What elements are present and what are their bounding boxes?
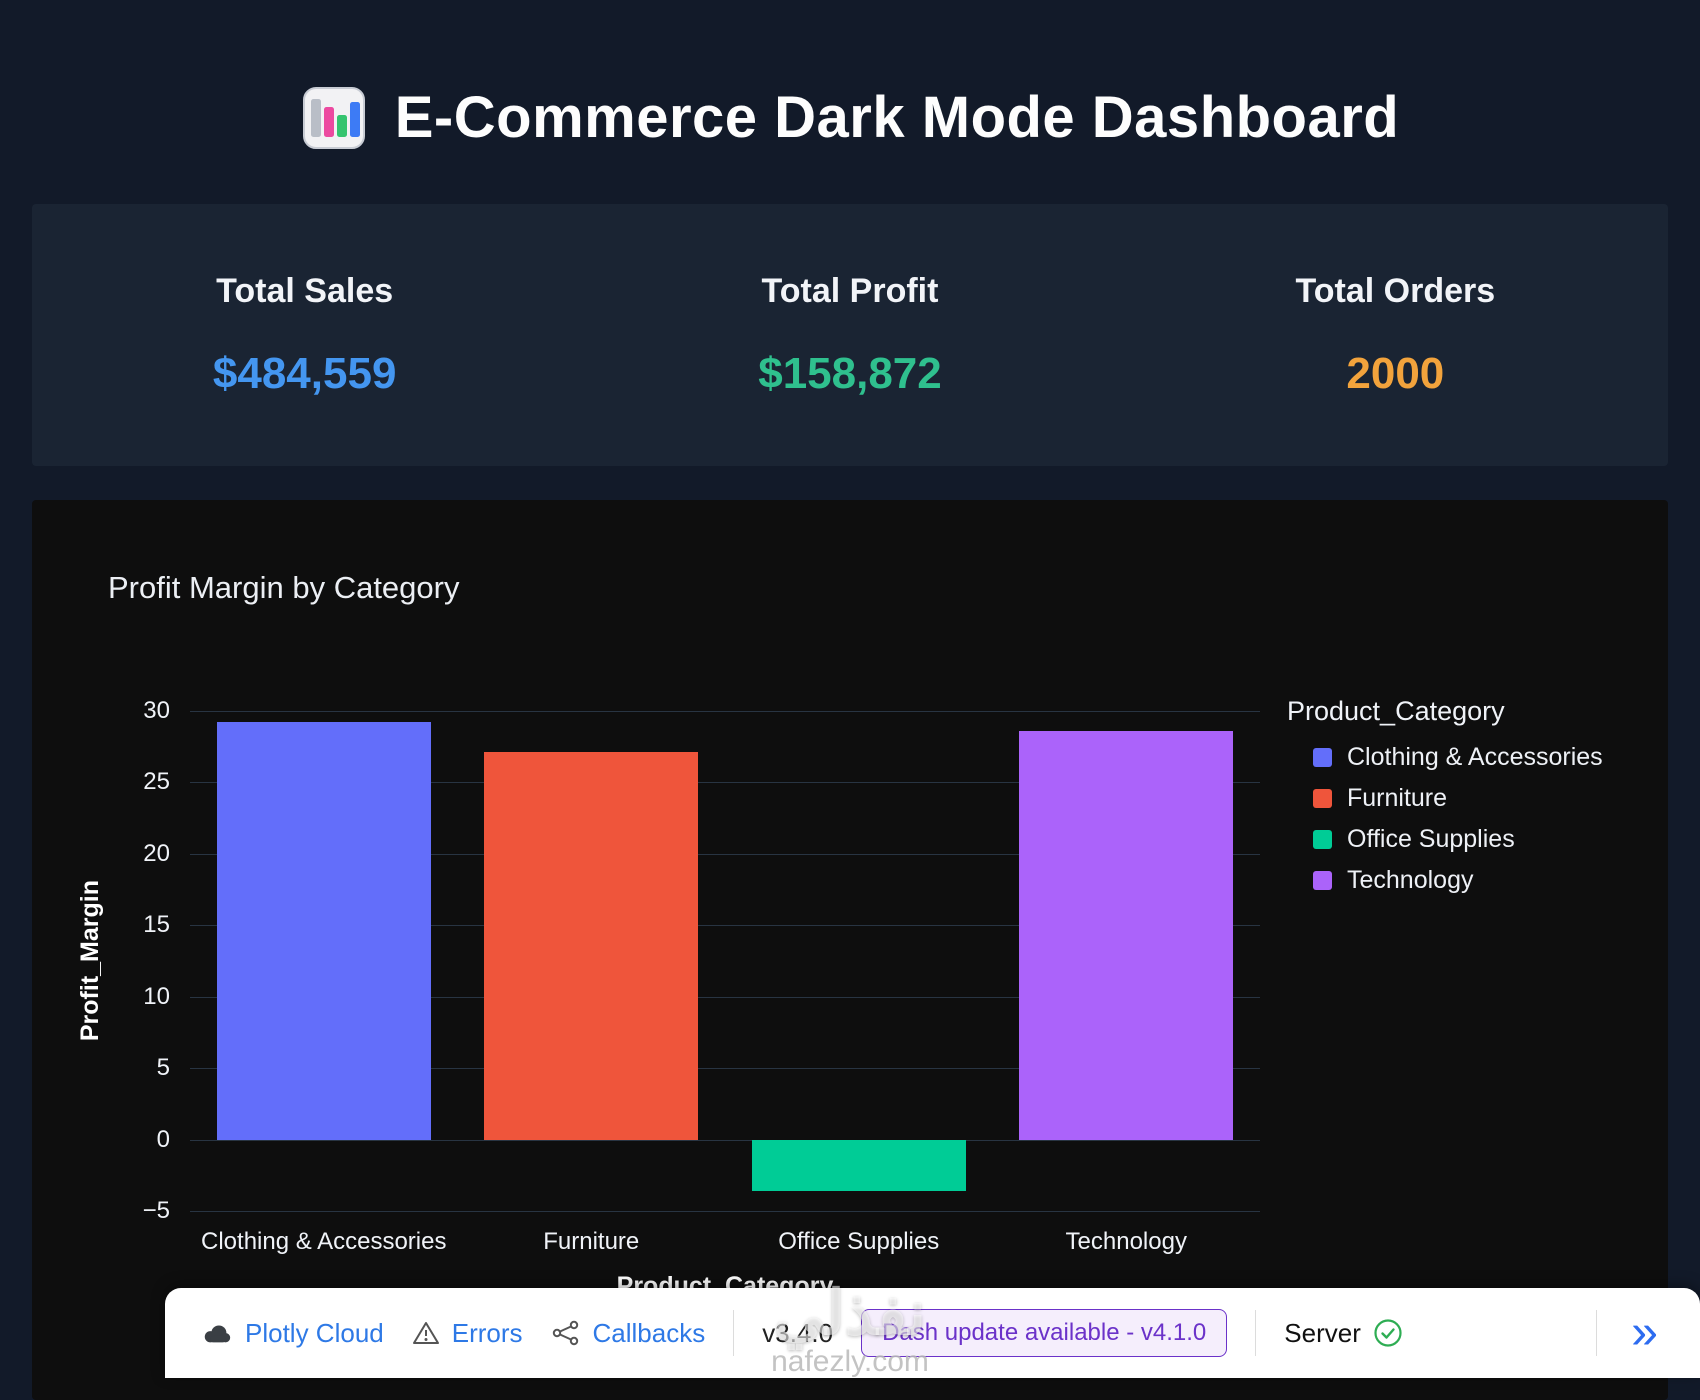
x-tick-label: Clothing & Accessories [201, 1228, 447, 1255]
y-tick-label: 5 [156, 1054, 170, 1082]
separator [733, 1310, 735, 1356]
plot-area: 30 25 20 15 10 5 0 −5 [143, 697, 1260, 1224]
legend-swatch [1313, 871, 1332, 890]
bar-furniture[interactable] [484, 752, 699, 1140]
callbacks-icon [552, 1320, 578, 1346]
gridline [190, 925, 1260, 927]
server-status[interactable]: Server [1284, 1318, 1403, 1349]
callbacks-button[interactable]: Callbacks [551, 1318, 705, 1349]
bar-office-supplies[interactable] [751, 1139, 966, 1191]
server-label: Server [1284, 1317, 1361, 1348]
stat-total-sales: Total Sales $484,559 [32, 204, 577, 466]
cloud-icon [204, 1325, 231, 1343]
gridline [190, 996, 1260, 998]
legend-swatch [1313, 830, 1332, 849]
y-tick-label: 0 [156, 1125, 170, 1153]
stat-label: Total Orders [1295, 271, 1496, 310]
legend-swatch [1313, 789, 1332, 808]
x-tick-label: Office Supplies [778, 1228, 940, 1255]
stat-total-profit: Total Profit $158,872 [577, 204, 1122, 466]
bar-technology[interactable] [1019, 731, 1234, 1140]
bar-chart-logo-icon [302, 86, 365, 149]
gridline [190, 1211, 1260, 1212]
dash-devtools-bar: Plotly Cloud Errors Callbacks v3.4.0 Das… [165, 1288, 1700, 1378]
warning-icon [412, 1322, 439, 1344]
y-axis-title: Profit_Margin [76, 880, 104, 1042]
stats-panel: Total Sales $484,559 Total Profit $158,8… [32, 204, 1668, 466]
separator [1596, 1310, 1598, 1356]
legend-label: Furniture [1347, 784, 1448, 812]
y-tick-label: −5 [142, 1197, 170, 1224]
stat-value: $158,872 [758, 348, 942, 398]
stat-label: Total Sales [216, 271, 394, 310]
gridline [190, 853, 1260, 855]
legend-title: Product_Category [1287, 696, 1505, 726]
stat-total-orders: Total Orders 2000 [1123, 204, 1668, 466]
x-tick-label: Technology [1065, 1228, 1187, 1255]
gridline [190, 711, 1260, 712]
page-title: E-Commerce Dark Mode Dashboard [394, 85, 1400, 150]
errors-button[interactable]: Errors [412, 1318, 523, 1349]
x-tick-label: Furniture [543, 1228, 640, 1255]
x-axis-ticks: Clothing & Accessories Furniture Office Su… [190, 1228, 1260, 1256]
y-tick-label: 20 [143, 839, 170, 867]
gridline [190, 1068, 1260, 1070]
legend-items: Clothing & Accessories Furniture Office Su… [1287, 743, 1697, 895]
legend-item[interactable]: Furniture [1287, 784, 1697, 813]
page-header: E-Commerce Dark Mode Dashboard [0, 84, 1700, 151]
collapse-devtools-button[interactable]: » [1631, 1306, 1658, 1359]
y-tick-label: 15 [143, 911, 170, 939]
y-tick-label: 30 [143, 697, 170, 724]
legend-item[interactable]: Clothing & Accessories [1287, 743, 1697, 772]
chart-title: Profit Margin by Category [108, 570, 460, 605]
y-tick-label: 10 [143, 982, 170, 1010]
check-circle-icon [1374, 1319, 1402, 1347]
legend-item[interactable]: Office Supplies [1287, 825, 1697, 854]
stat-value: 2000 [1346, 348, 1445, 398]
gridline [190, 782, 1260, 784]
separator [1255, 1310, 1257, 1356]
legend-label: Office Supplies [1347, 825, 1515, 853]
gridline [190, 1139, 1260, 1141]
legend-swatch [1313, 748, 1332, 767]
plotly-cloud-button[interactable]: Plotly Cloud [201, 1318, 384, 1349]
dash-update-button[interactable]: Dash update available - v4.1.0 [861, 1309, 1228, 1357]
stat-label: Total Profit [761, 271, 939, 310]
bar-clothing-accessories[interactable] [216, 722, 431, 1140]
legend-label: Technology [1347, 866, 1474, 894]
dash-version: v3.4.0 [762, 1317, 834, 1348]
stat-value: $484,559 [212, 348, 397, 398]
chart-card: Profit Margin by Category Profit_Margin … [32, 500, 1668, 1400]
chart-legend: Product_Category Clothing & Accessories F… [1287, 696, 1697, 907]
legend-item[interactable]: Technology [1287, 866, 1697, 895]
legend-label: Clothing & Accessories [1347, 743, 1603, 771]
y-tick-label: 25 [143, 768, 170, 796]
